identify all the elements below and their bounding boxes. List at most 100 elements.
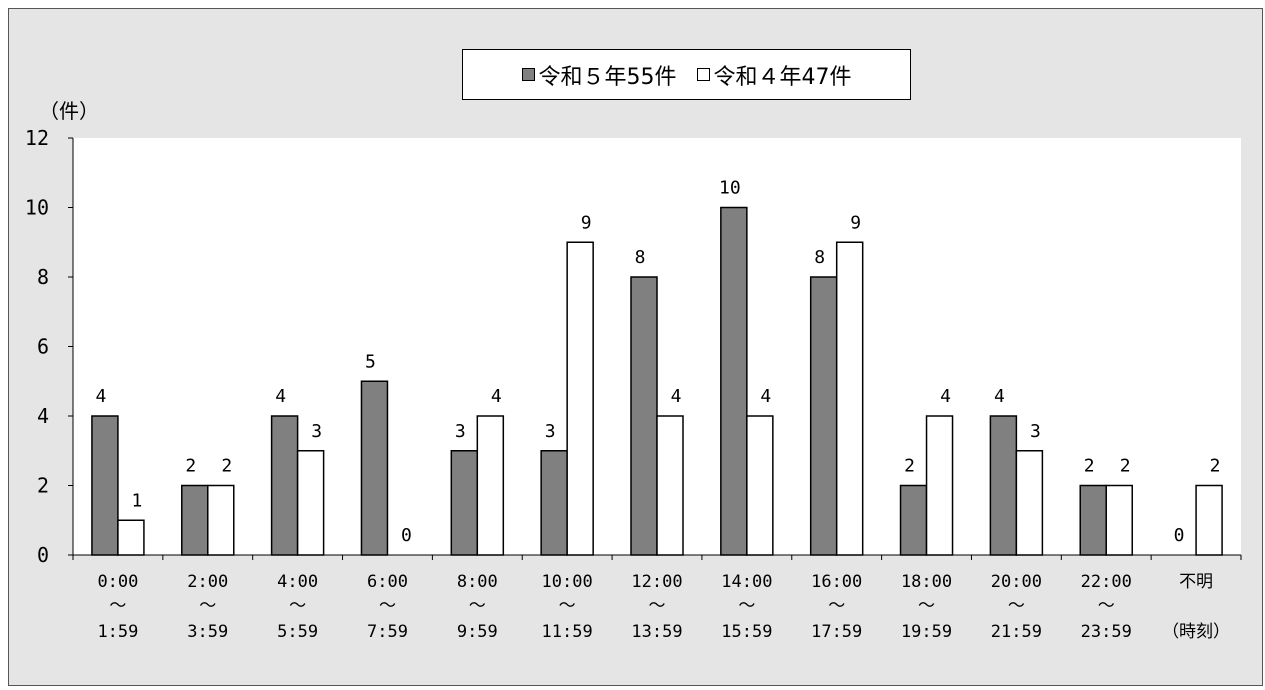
data-label-2023: 4 — [994, 386, 1005, 407]
x-tick-label-mid: ～ — [1098, 596, 1115, 616]
bar-2022 — [746, 415, 774, 556]
bar-2023 — [270, 415, 299, 556]
legend: 令和５年55件 令和４年47件 — [462, 49, 911, 100]
x-tick-label-top: 16:00 — [811, 572, 862, 592]
x-tick-label-bottom: 7:59 — [367, 622, 408, 642]
y-tick-label: 10 — [25, 196, 49, 220]
x-tick-label-bottom: 5:59 — [277, 622, 318, 642]
x-tick-label-bottom: 1:59 — [97, 622, 138, 642]
x-tick-label-mid: ～ — [109, 596, 126, 616]
data-label-2023: 5 — [365, 351, 376, 372]
y-tick-label: 8 — [37, 265, 49, 289]
bar-2022 — [1015, 450, 1044, 556]
data-label-2023: 10 — [719, 178, 741, 199]
bar-2022 — [1105, 484, 1133, 556]
legend-label-2022: 令和４年47件 — [713, 64, 852, 90]
x-tick-label-top: 0:00 — [97, 572, 138, 592]
x-tick-label-top: 20:00 — [991, 572, 1042, 592]
y-tick-label: 12 — [25, 126, 49, 150]
bar-2023 — [91, 415, 119, 556]
data-label-2023: 3 — [455, 421, 466, 442]
bar-2022 — [656, 415, 684, 556]
bar-2022 — [296, 450, 325, 556]
data-label-2022: 9 — [850, 212, 861, 233]
x-tick-label-mid: ～ — [379, 596, 396, 616]
data-label-2023: 0 — [1174, 525, 1185, 546]
x-tick-label-mid: ～ — [469, 596, 486, 616]
legend-swatch-2022 — [696, 68, 710, 81]
x-tick-label-top: 8:00 — [457, 572, 498, 592]
x-tick-label-top: 不明 — [1179, 572, 1213, 592]
x-tick-label-top: 18:00 — [901, 572, 952, 592]
x-tick-label-mid: ～ — [918, 596, 935, 616]
x-tick-label-top: 12:00 — [631, 572, 682, 592]
x-tick-label-bottom: 3:59 — [187, 622, 228, 642]
bar-2022 — [925, 415, 954, 556]
bar-2023 — [809, 276, 838, 556]
data-label-2022: 9 — [581, 212, 592, 233]
x-tick-label-top: 6:00 — [367, 572, 408, 592]
data-label-2023: 4 — [275, 386, 286, 407]
data-label-2022: 2 — [1120, 456, 1131, 477]
data-label-2022: 4 — [940, 386, 951, 407]
legend-label-2023: 令和５年55件 — [538, 64, 677, 90]
data-label-2023: 4 — [96, 386, 107, 407]
bar-2022 — [566, 241, 594, 556]
x-tick-label-bottom: 11:59 — [542, 622, 593, 642]
bar-2023 — [720, 206, 748, 556]
data-label-2022: 1 — [132, 490, 143, 511]
x-tick-label-mid: ～ — [559, 596, 576, 616]
data-label-2022: 3 — [1030, 421, 1041, 442]
y-tick-label: 2 — [37, 474, 49, 498]
data-label-2022: 4 — [671, 386, 682, 407]
y-tick-label: 4 — [37, 404, 49, 428]
bar-2022 — [207, 484, 235, 556]
x-tick-label-bottom: 9:59 — [457, 622, 498, 642]
data-label-2022: 4 — [491, 386, 502, 407]
data-label-2022: 4 — [760, 386, 771, 407]
x-tick-label-bottom: 23:59 — [1081, 622, 1132, 642]
bar-2023 — [630, 276, 658, 556]
bar-2022 — [1195, 484, 1223, 556]
bar-2023 — [360, 380, 389, 556]
y-tick-label: 6 — [37, 335, 49, 359]
data-label-2022: 2 — [221, 456, 232, 477]
x-tick-label-mid: ～ — [1008, 596, 1025, 616]
x-tick-label-top: 4:00 — [277, 572, 318, 592]
y-axis-unit-label: （件） — [39, 99, 99, 123]
x-tick-label-top: 14:00 — [721, 572, 772, 592]
x-tick-label-mid: ～ — [738, 596, 755, 616]
bar-2022 — [117, 519, 145, 556]
x-tick-label-bottom: （時刻） — [1162, 622, 1230, 642]
bar-2023 — [899, 484, 928, 556]
x-tick-label-top: 22:00 — [1081, 572, 1132, 592]
y-tick-label: 0 — [37, 543, 49, 567]
x-tick-label-bottom: 17:59 — [811, 622, 862, 642]
bar-2023 — [1079, 484, 1107, 556]
chart-frame: 令和５年55件 令和４年47件 （件） 0 2 4 6 8 10 12 4 1 0:00 ～ 1:59… — [8, 8, 1263, 686]
x-tick-label-bottom: 19:59 — [901, 622, 952, 642]
bar-2022 — [476, 415, 505, 556]
data-label-2023: 2 — [185, 456, 196, 477]
legend-item-2023: 令和５年55件 — [521, 59, 677, 91]
x-tick-label-bottom: 13:59 — [631, 622, 682, 642]
data-label-2022: 0 — [401, 525, 412, 546]
x-tick-label-mid: ～ — [289, 596, 306, 616]
x-tick-label-mid: ～ — [649, 596, 666, 616]
bar-2023 — [450, 450, 479, 556]
bar-2023 — [540, 450, 568, 556]
data-label-2023: 2 — [904, 456, 915, 477]
data-label-2023: 3 — [545, 421, 556, 442]
data-label-2023: 2 — [1084, 456, 1095, 477]
x-tick-label-bottom: 21:59 — [991, 622, 1042, 642]
bar-2023 — [989, 415, 1018, 556]
legend-item-2022: 令和４年47件 — [696, 59, 852, 91]
legend-swatch-2023 — [521, 68, 535, 81]
data-label-2022: 2 — [1210, 456, 1221, 477]
data-label-2023: 8 — [635, 247, 646, 268]
x-tick-label-top: 2:00 — [187, 572, 228, 592]
data-label-2023: 8 — [814, 247, 825, 268]
bar-2023 — [181, 484, 209, 556]
x-tick-label-mid: ～ — [828, 596, 845, 616]
